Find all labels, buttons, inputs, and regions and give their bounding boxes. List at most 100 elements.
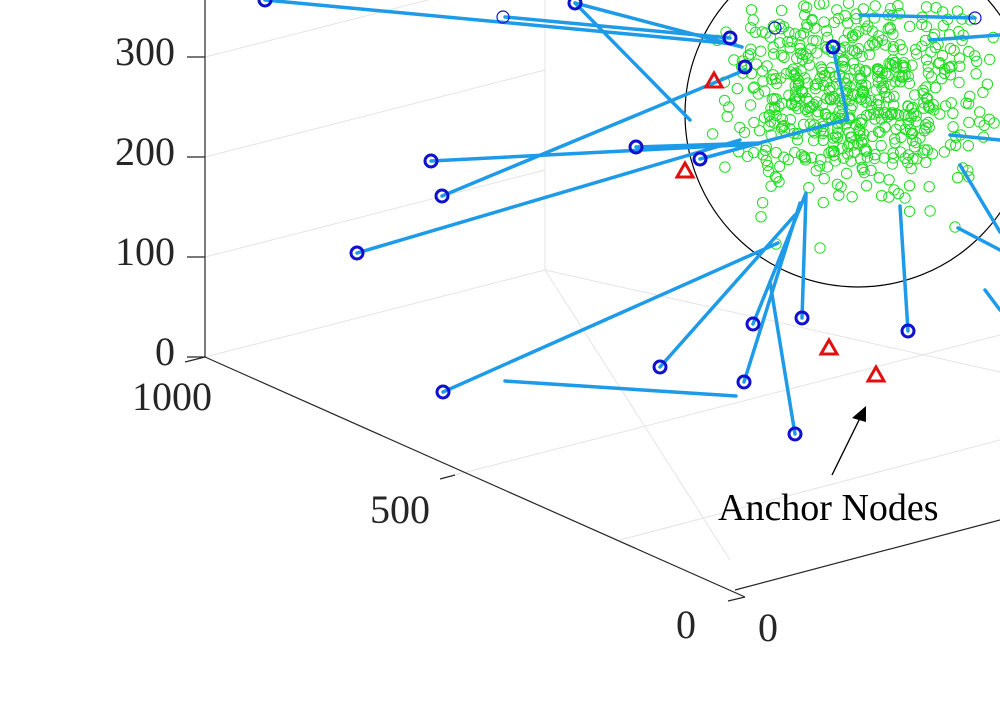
cluster-point (876, 82, 888, 95)
cluster-point (723, 101, 735, 113)
unknown-node-marker (794, 310, 810, 326)
cluster-point (747, 82, 759, 94)
cluster-point (808, 119, 820, 131)
cluster-point (811, 47, 823, 59)
unknown-node-marker (736, 374, 752, 390)
cluster-point (857, 128, 870, 140)
cluster-point (920, 20, 933, 33)
cluster-point (872, 94, 884, 106)
cluster-point (971, 55, 983, 67)
cluster-point (818, 173, 830, 185)
cluster-point (854, 91, 867, 103)
cluster-point (853, 26, 865, 38)
cluster-point (937, 20, 949, 32)
tick-labels: 0 100 200 300 1000 500 0 0 (115, 29, 778, 650)
cluster-point (827, 137, 839, 149)
cluster-point (844, 81, 856, 93)
cluster-point (890, 61, 903, 73)
cluster-point (888, 133, 901, 145)
cluster-point (847, 139, 860, 151)
cluster-point (776, 120, 789, 133)
cluster-point (879, 106, 891, 119)
cluster-point (907, 108, 919, 120)
cluster-point (974, 106, 986, 118)
cluster-point (846, 191, 858, 203)
cluster-point (855, 79, 868, 91)
cluster-point (875, 190, 888, 202)
connection-link (634, 141, 762, 149)
cluster-point (909, 89, 921, 101)
cluster-point (748, 146, 760, 159)
cluster-point (889, 137, 901, 149)
cluster-point (799, 152, 811, 164)
cluster-point (846, 30, 859, 42)
cluster-point (782, 36, 794, 48)
cluster-point (813, 0, 826, 10)
connection-link (800, 193, 808, 320)
cluster-point (773, 160, 786, 173)
cluster-point (860, 23, 872, 35)
cluster-point (810, 165, 822, 177)
cluster-point (762, 165, 775, 178)
z-tick-label: 100 (115, 229, 175, 274)
unknown-node-marker (722, 30, 738, 46)
cluster-point (868, 108, 880, 120)
cluster-point (766, 73, 778, 86)
cluster-point (902, 117, 914, 130)
cluster-point (820, 41, 832, 53)
cluster-point (774, 37, 786, 49)
cluster-point (747, 14, 759, 26)
cluster-point (856, 161, 868, 174)
unknown-node-marker (434, 188, 450, 204)
cluster-point (884, 2, 897, 15)
cluster-point (842, 141, 854, 153)
cluster-point (933, 57, 945, 69)
cluster-point (759, 85, 771, 97)
cluster-point (949, 221, 961, 233)
cluster-point (768, 48, 780, 60)
cluster-point (864, 39, 876, 52)
cluster-point (802, 105, 814, 118)
cluster-point (827, 132, 839, 144)
cluster-point (755, 211, 767, 223)
cluster-point (926, 148, 939, 160)
cluster-point (748, 116, 760, 129)
connection-link (948, 133, 1000, 142)
cluster-point (903, 205, 916, 218)
cluster-point (785, 98, 798, 111)
connection-link (503, 379, 738, 398)
connection-link (928, 33, 1000, 42)
cluster-point (910, 48, 923, 60)
cluster-point (892, 188, 905, 200)
cluster-point (858, 85, 870, 98)
unknown-node-marker (628, 139, 644, 155)
annotation-anchor-nodes: Anchor Nodes (718, 487, 939, 529)
cluster-point (824, 93, 836, 105)
cluster-point (848, 89, 860, 101)
connection-link (355, 138, 742, 255)
cluster-point (951, 172, 964, 184)
cluster-point (794, 42, 806, 55)
anchor-node-marker (674, 159, 696, 179)
cluster-point (962, 140, 974, 152)
cluster-point (922, 67, 935, 79)
x-tick-label: 0 (758, 605, 778, 650)
cluster-point (883, 174, 895, 186)
cluster-point (880, 108, 893, 120)
cluster-point (820, 25, 833, 37)
anchor-node-marker (703, 69, 725, 89)
cluster-point (775, 72, 787, 84)
cluster-point (850, 13, 862, 25)
cluster-point (917, 87, 929, 100)
cluster-point (909, 43, 922, 56)
cluster-point (887, 41, 899, 53)
cluster-point (910, 136, 922, 149)
cluster-point (859, 145, 871, 157)
cluster-point (821, 92, 833, 105)
cluster-point (805, 152, 818, 164)
cluster-point (888, 184, 900, 196)
cluster-point (876, 66, 888, 79)
cluster-point (903, 77, 916, 90)
cluster-point (809, 22, 821, 34)
